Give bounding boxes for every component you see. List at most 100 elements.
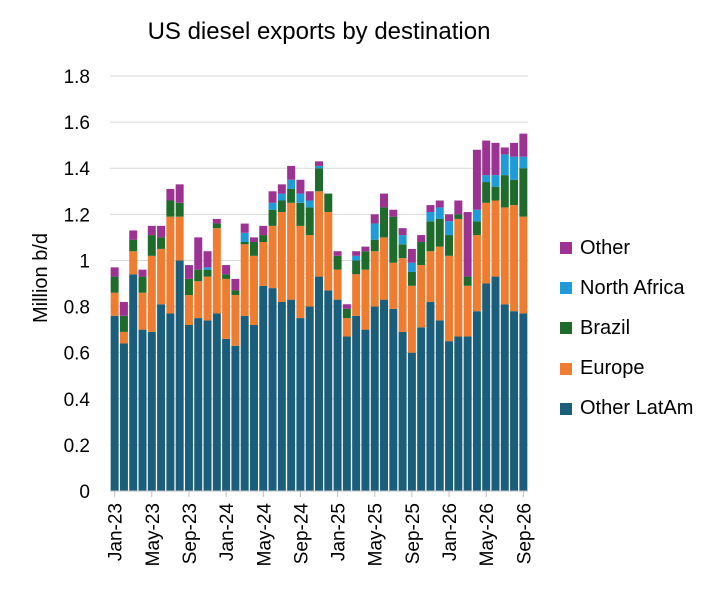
bar-segment-brazil	[147, 235, 156, 256]
bar-segment-europe	[175, 216, 184, 261]
bar-segment-europe	[361, 269, 370, 330]
bar-segment-other	[407, 248, 416, 263]
bar-segment-brazil	[166, 200, 175, 217]
bar-segment-north-africa	[203, 267, 212, 270]
bar-segment-brazil	[472, 221, 481, 236]
y-tick-label: 0.6	[64, 344, 90, 365]
y-tick-label: 1	[79, 251, 90, 272]
bar-segment-brazil	[315, 168, 323, 192]
legend-label: Other LatAm	[580, 397, 694, 420]
bar-segment-other-latam	[203, 320, 212, 491]
bar-segment-other	[342, 304, 351, 309]
bar-segment-brazil	[324, 193, 333, 213]
bar-segment-other	[315, 161, 323, 166]
bar-segment-other-latam	[249, 325, 258, 491]
bar-segment-europe	[435, 246, 444, 321]
bar-segment-europe	[147, 255, 156, 332]
bar-segment-other	[380, 193, 389, 208]
bar-segment-north-africa	[426, 212, 435, 222]
bar-segment-brazil	[463, 276, 472, 286]
legend-swatch	[560, 242, 572, 255]
bar-segment-other-latam	[129, 274, 138, 491]
bar-segment-europe	[259, 242, 268, 286]
bar-segment-other-latam	[519, 313, 528, 491]
y-axis-label: Million b/d	[30, 233, 52, 323]
bar-segment-other	[510, 142, 519, 157]
bar-segment-europe	[324, 212, 333, 291]
bars	[110, 133, 528, 491]
x-tick-label: May-25	[366, 503, 387, 566]
bar-segment-other	[333, 251, 342, 256]
bar-segment-other-latam	[500, 304, 509, 491]
bar-segment-europe	[287, 202, 296, 300]
bar-segment-other	[472, 149, 481, 210]
bar-segment-europe	[194, 281, 203, 319]
bar-segment-north-africa	[315, 165, 323, 169]
bar-segment-other-latam	[287, 299, 296, 491]
bar-segment-other	[147, 225, 156, 236]
bar-segment-other	[119, 301, 128, 316]
bar-segment-north-africa	[519, 156, 528, 169]
legend-item: Europe	[560, 349, 693, 389]
bar-segment-other	[129, 230, 138, 240]
bar-segment-europe	[305, 235, 314, 307]
bar-segment-europe	[157, 248, 166, 305]
bar-segment-other-latam	[380, 299, 389, 491]
bar-segment-other-latam	[510, 311, 519, 491]
bar-segment-north-africa	[445, 221, 454, 236]
bar-segment-other	[249, 237, 258, 242]
bar-segment-north-africa	[482, 175, 491, 183]
bar-segment-other-latam	[324, 290, 333, 491]
x-tick-label: May-24	[254, 503, 275, 567]
bar-segment-other-latam	[398, 331, 407, 491]
bar-segment-europe	[119, 331, 128, 344]
bar-segment-north-africa	[407, 262, 416, 272]
bar-segment-other-latam	[268, 288, 277, 491]
chart-title: US diesel exports by destination	[147, 18, 491, 45]
bar-segment-brazil	[157, 237, 166, 249]
bar-segment-brazil	[417, 242, 426, 266]
bar-segment-other	[463, 212, 472, 277]
bar-segment-other	[259, 225, 268, 236]
bar-segment-other	[352, 251, 361, 256]
bar-segment-brazil	[305, 207, 314, 236]
bar-segment-brazil	[203, 269, 212, 277]
bar-segment-other-latam	[175, 260, 184, 491]
bar-segment-other	[519, 133, 528, 157]
bar-segment-europe	[315, 191, 323, 277]
bar-segment-north-africa	[398, 235, 407, 245]
bar-segment-other-latam	[426, 301, 435, 491]
bar-segment-europe	[389, 262, 398, 309]
bar-segment-brazil	[482, 182, 491, 203]
bar-segment-brazil	[184, 278, 193, 296]
bar-segment-other	[194, 237, 203, 270]
bar-segment-brazil	[296, 202, 305, 226]
bar-segment-other	[138, 269, 147, 277]
bar-segment-other-latam	[259, 285, 268, 491]
legend-label: Other	[580, 236, 631, 259]
bar-segment-other-latam	[482, 283, 491, 491]
bar-segment-europe	[231, 295, 240, 346]
y-tick-label: 0	[79, 482, 90, 503]
bar-segment-north-africa	[352, 255, 361, 261]
bar-segment-other	[175, 184, 184, 203]
bar-segment-brazil	[259, 235, 268, 242]
bar-segment-other	[240, 223, 249, 233]
bar-segment-europe	[240, 244, 249, 316]
bar-segment-other-latam	[472, 311, 481, 491]
bar-segment-europe	[222, 278, 231, 339]
bar-segment-brazil	[268, 209, 277, 226]
bar-segment-other-latam	[435, 320, 444, 491]
x-tick-label: Sep-23	[180, 503, 201, 564]
bar-segment-north-africa	[305, 200, 314, 208]
bar-segment-other-latam	[407, 352, 416, 491]
bar-segment-brazil	[510, 179, 519, 206]
legend-swatch	[560, 282, 572, 295]
bar-segment-other-latam	[147, 331, 156, 491]
legend: Other North Africa Brazil Europe Other LatAm	[560, 228, 693, 429]
legend-swatch	[560, 362, 572, 375]
bar-segment-europe	[445, 255, 454, 342]
x-tick-label: May-23	[143, 503, 164, 566]
bar-segment-other	[491, 142, 500, 176]
bar-segment-europe	[203, 276, 212, 321]
